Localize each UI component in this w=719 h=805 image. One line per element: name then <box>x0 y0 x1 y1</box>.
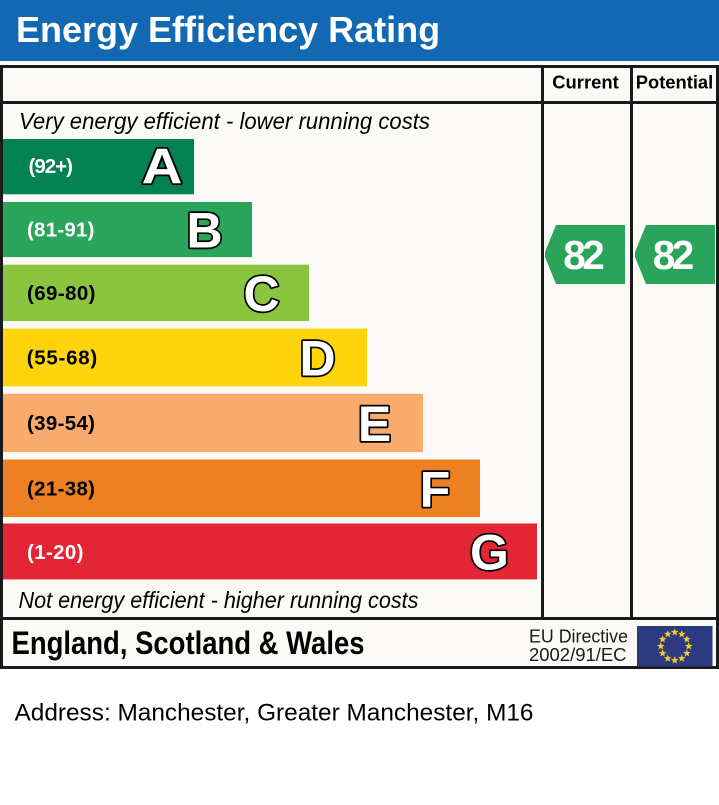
svg-text:Potential: Potential <box>636 73 714 93</box>
svg-text:(55-68): (55-68) <box>27 347 98 370</box>
svg-text:E: E <box>358 396 391 452</box>
svg-text:Not energy efficient - higher: Not energy efficient - higher running co… <box>19 587 419 613</box>
svg-text:Address: Manchester, Greater M: Address: Manchester, Greater Manchester,… <box>15 700 534 727</box>
svg-text:82: 82 <box>563 232 605 278</box>
svg-text:A: A <box>142 139 183 194</box>
svg-text:G: G <box>470 525 509 581</box>
svg-text:82: 82 <box>653 232 695 278</box>
svg-text:(69-80): (69-80) <box>27 282 96 305</box>
svg-text:EU Directive: EU Directive <box>529 627 628 647</box>
svg-text:(39-54): (39-54) <box>27 412 95 435</box>
svg-text:(92+): (92+) <box>29 155 74 178</box>
svg-text:England, Scotland & Wales: England, Scotland & Wales <box>12 625 365 661</box>
svg-text:Energy Efficiency Rating: Energy Efficiency Rating <box>16 9 440 50</box>
svg-text:(81-91): (81-91) <box>27 219 95 242</box>
svg-text:(21-38): (21-38) <box>27 478 95 501</box>
svg-text:D: D <box>299 331 335 387</box>
svg-text:2002/91/EC: 2002/91/EC <box>529 645 627 665</box>
svg-text:F: F <box>420 461 451 517</box>
svg-text:(1-20): (1-20) <box>27 541 84 564</box>
svg-text:Current: Current <box>552 73 619 93</box>
svg-text:C: C <box>243 266 279 322</box>
svg-text:B: B <box>186 203 222 259</box>
svg-text:Very energy efficient - lower: Very energy efficient - lower running co… <box>19 108 430 134</box>
